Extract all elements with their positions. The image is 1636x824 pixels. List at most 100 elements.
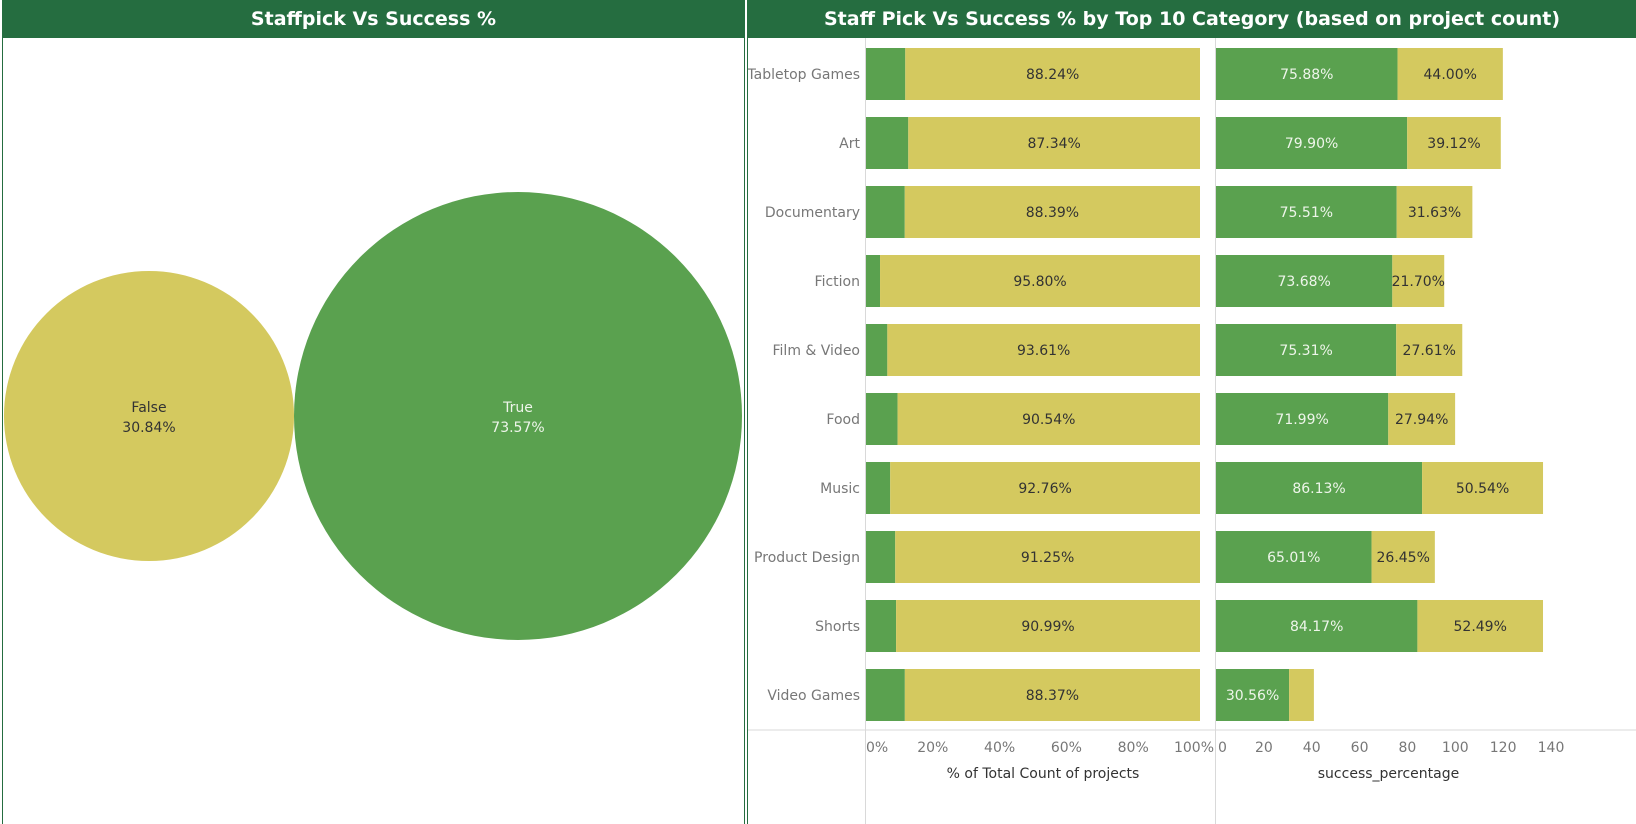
success-true-bar bbox=[1216, 48, 1398, 100]
staffpick-false-share-bar bbox=[890, 462, 1200, 514]
share-data-label: 90.99% bbox=[1021, 619, 1074, 635]
x-tick-label-left: 20% bbox=[917, 740, 948, 756]
left-panel-title: Staffpick Vs Success % bbox=[3, 0, 744, 38]
success-false-bar bbox=[1422, 462, 1544, 514]
success-true-bar bbox=[1216, 393, 1389, 445]
staffpick-true-share-bar bbox=[866, 255, 881, 307]
success-data-label: 27.61% bbox=[1403, 343, 1456, 359]
staffpick-false-share-bar bbox=[880, 255, 1200, 307]
success-data-label: 73.68% bbox=[1277, 274, 1330, 290]
x-tick-label-right: 40 bbox=[1303, 740, 1321, 756]
category-label: Video Games bbox=[767, 688, 860, 704]
x-tick-label-left: 100% bbox=[1174, 740, 1214, 756]
staffpick-false-share-bar bbox=[896, 600, 1200, 652]
x-tick-label-right: 80 bbox=[1399, 740, 1417, 756]
success-data-label: 84.17% bbox=[1290, 619, 1343, 635]
staffpick-true-share-bar bbox=[866, 393, 898, 445]
x-tick-label-left: 40% bbox=[984, 740, 1015, 756]
staffpick-true-share-bar bbox=[866, 600, 897, 652]
staffpick-true-share-bar bbox=[866, 462, 891, 514]
category-label: Tabletop Games bbox=[748, 67, 860, 83]
staffpick-true-share-bar bbox=[866, 186, 905, 238]
success-false-bar bbox=[1388, 393, 1456, 445]
success-data-label: 44.00% bbox=[1424, 67, 1477, 83]
success-false-bar bbox=[1396, 324, 1463, 376]
category-label: Art bbox=[839, 136, 860, 152]
success-data-label: 52.49% bbox=[1454, 619, 1507, 635]
success-true-bar bbox=[1216, 600, 1418, 652]
success-false-bar bbox=[1392, 255, 1445, 307]
staffpick-false-share-bar bbox=[895, 531, 1200, 583]
bubble-chart: False 30.84% True 73.57% bbox=[3, 192, 742, 640]
success-true-bar bbox=[1216, 669, 1290, 721]
category-label: Product Design bbox=[754, 550, 860, 566]
success-true-bar bbox=[1216, 117, 1408, 169]
staffpick-false-share-bar bbox=[887, 324, 1200, 376]
staffpick-false-share-bar bbox=[908, 117, 1200, 169]
staffpick-true-share-bar bbox=[866, 48, 906, 100]
bubble-label-true: True bbox=[502, 400, 533, 416]
category-label: Fiction bbox=[815, 274, 860, 290]
staffpick-false-share-bar bbox=[897, 393, 1200, 445]
x-tick-label-right: 120 bbox=[1490, 740, 1517, 756]
category-bar-panel: Staff Pick Vs Success % by Top 10 Catego… bbox=[747, 0, 1636, 824]
staffpick-bubble-panel: Staffpick Vs Success % False 30.84% True 73… bbox=[2, 0, 745, 824]
success-false-bar bbox=[1289, 669, 1314, 721]
x-tick-label-left: 0% bbox=[866, 740, 888, 756]
success-data-label: 86.13% bbox=[1292, 481, 1345, 497]
success-data-label: 71.99% bbox=[1275, 412, 1328, 428]
share-data-label: 92.76% bbox=[1018, 481, 1071, 497]
success-false-bar bbox=[1371, 531, 1435, 583]
success-false-bar bbox=[1396, 186, 1473, 238]
share-data-label: 88.37% bbox=[1026, 688, 1079, 704]
share-data-label: 93.61% bbox=[1017, 343, 1070, 359]
success-data-label: 50.54% bbox=[1456, 481, 1509, 497]
category-label: Food bbox=[826, 412, 860, 428]
share-data-label: 87.34% bbox=[1027, 136, 1080, 152]
category-label: Music bbox=[820, 481, 860, 497]
bubble-value-false: 30.84% bbox=[122, 420, 175, 436]
x-tick-label-right: 140 bbox=[1538, 740, 1565, 756]
success-data-label: 31.63% bbox=[1408, 205, 1461, 221]
bubble-true bbox=[294, 192, 742, 640]
success-false-bar bbox=[1397, 48, 1503, 100]
staffpick-true-share-bar bbox=[866, 669, 905, 721]
share-data-label: 90.54% bbox=[1022, 412, 1075, 428]
success-data-label: 65.01% bbox=[1267, 550, 1320, 566]
x-tick-label-right: 60 bbox=[1351, 740, 1369, 756]
success-data-label: 27.94% bbox=[1395, 412, 1448, 428]
bubble-value-true: 73.57% bbox=[491, 420, 544, 436]
x-tick-label-right: 100 bbox=[1442, 740, 1469, 756]
x-tick-label-left: 60% bbox=[1051, 740, 1082, 756]
success-true-bar bbox=[1216, 255, 1393, 307]
success-false-bar bbox=[1407, 117, 1501, 169]
x-tick-label-left: 80% bbox=[1118, 740, 1149, 756]
share-data-label: 91.25% bbox=[1021, 550, 1074, 566]
success-data-label: 21.70% bbox=[1392, 274, 1445, 290]
success-data-label: 75.31% bbox=[1279, 343, 1332, 359]
success-true-bar bbox=[1216, 186, 1397, 238]
staffpick-false-share-bar bbox=[905, 48, 1200, 100]
success-false-bar bbox=[1417, 600, 1544, 652]
category-bar-chart: Tabletop Games 88.24% 75.88% 44.00% Art 87.34… bbox=[748, 38, 1636, 824]
staffpick-true-share-bar bbox=[866, 531, 896, 583]
success-data-label: 79.90% bbox=[1285, 136, 1338, 152]
staffpick-true-share-bar bbox=[866, 117, 909, 169]
category-label: Film & Video bbox=[773, 343, 861, 359]
success-true-bar bbox=[1216, 531, 1372, 583]
staffpick-false-share-bar bbox=[904, 186, 1200, 238]
category-label: Shorts bbox=[815, 619, 860, 635]
bubble-label-false: False bbox=[131, 400, 166, 416]
share-data-label: 88.39% bbox=[1026, 205, 1079, 221]
success-data-label: 30.56% bbox=[1226, 688, 1279, 704]
share-data-label: 88.24% bbox=[1026, 67, 1079, 83]
success-data-label: 26.45% bbox=[1377, 550, 1430, 566]
success-true-bar bbox=[1216, 324, 1397, 376]
bubble-false bbox=[3, 270, 295, 562]
staffpick-true-share-bar bbox=[866, 324, 888, 376]
x-tick-label-right: 0 bbox=[1218, 740, 1227, 756]
success-data-label: 75.88% bbox=[1280, 67, 1333, 83]
share-data-label: 95.80% bbox=[1013, 274, 1066, 290]
staffpick-false-share-bar bbox=[904, 669, 1200, 721]
right-panel-title: Staff Pick Vs Success % by Top 10 Catego… bbox=[748, 0, 1636, 38]
